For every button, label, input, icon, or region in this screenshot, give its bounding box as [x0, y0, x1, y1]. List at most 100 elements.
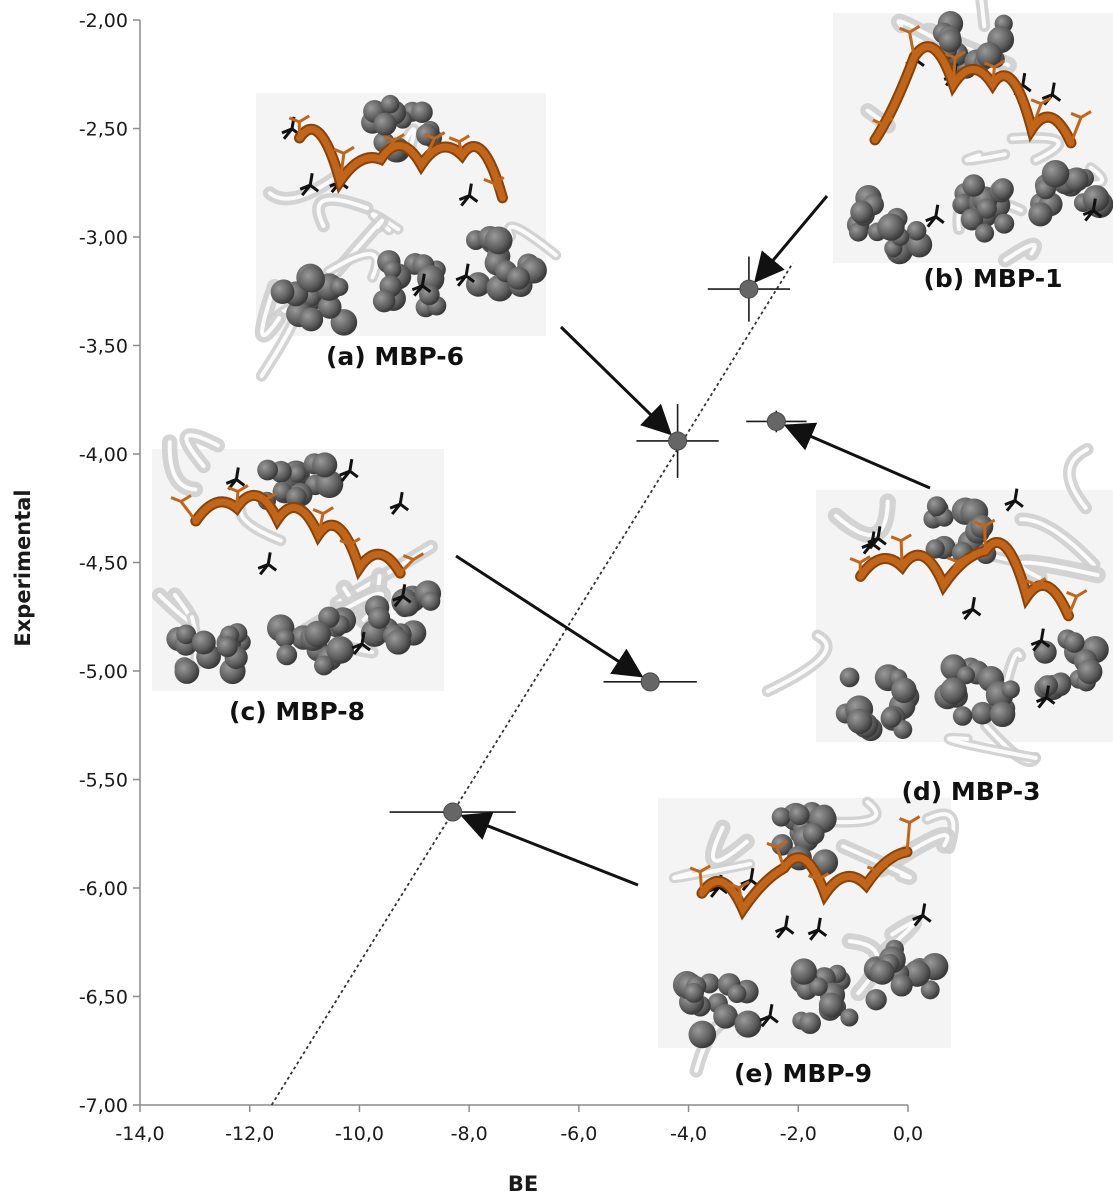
- x-axis-label: BE: [508, 1172, 538, 1196]
- residue-sphere: [818, 992, 844, 1018]
- residue-sphere: [299, 307, 324, 332]
- residue-sphere: [976, 42, 1002, 68]
- panel-label-a: (a) MBP-6: [326, 342, 464, 371]
- black-residue: [1035, 685, 1056, 709]
- peptide-side-chain: [983, 59, 1006, 85]
- residue-sphere: [318, 295, 342, 319]
- residue-sphere: [840, 1008, 859, 1027]
- protein-ribbon-highlight: [1010, 135, 1061, 163]
- residue-sphere: [330, 277, 349, 297]
- protein-ribbon-highlight: [184, 433, 220, 469]
- residue-sphere: [276, 644, 298, 666]
- residue-sphere: [790, 958, 817, 985]
- black-residue: [1004, 488, 1024, 512]
- protein-ribbon-highlight: [947, 736, 1038, 761]
- residue-sphere: [994, 213, 1015, 234]
- residue-sphere: [312, 452, 338, 478]
- residue-sphere: [176, 624, 197, 645]
- annotation-arrow: [559, 325, 672, 436]
- y-tick-label: -2,00: [79, 10, 128, 32]
- residue-sphere: [809, 977, 828, 996]
- peptide-side-chain: [333, 145, 355, 182]
- peptide-side-chain: [899, 24, 921, 58]
- peptide-side-chain: [689, 864, 711, 894]
- black-residue: [925, 204, 945, 228]
- protein-ribbon-highlight: [267, 170, 345, 201]
- protein-ribbon-highlight: [1019, 517, 1096, 567]
- protein-ribbon-highlight: [316, 197, 370, 228]
- protein-ribbon-highlight: [1067, 447, 1090, 510]
- black-residue: [1082, 198, 1103, 222]
- data-points: [443, 279, 786, 822]
- residue-sphere: [952, 706, 973, 726]
- residue-sphere: [174, 659, 200, 684]
- protein-ribbon-highlight: [672, 862, 753, 880]
- residue-sphere: [465, 272, 491, 297]
- protein-ribbon-highlight: [326, 252, 379, 280]
- panel-label-d: (d) MBP-3: [901, 777, 1040, 806]
- annotation-arrow: [754, 195, 829, 283]
- peptide-side-chain: [339, 537, 361, 569]
- y-tick-label: -2,50: [79, 119, 128, 141]
- residue-sphere: [380, 94, 400, 114]
- protein-ribbon-highlight: [167, 440, 198, 492]
- residue-sphere: [684, 982, 704, 1003]
- residue-sphere: [1082, 185, 1110, 212]
- residue-sphere: [953, 194, 973, 214]
- peptide-side-chain: [419, 131, 446, 166]
- residue-sphere: [991, 178, 1014, 201]
- residue-sphere: [368, 606, 391, 629]
- residue-sphere: [734, 1010, 762, 1038]
- protein-ribbon-highlight: [765, 633, 829, 694]
- residue-sphere: [411, 101, 433, 123]
- residue-sphere: [373, 112, 397, 136]
- peptide-side-chain: [974, 518, 996, 552]
- protein-ribbon-highlight: [1018, 560, 1100, 580]
- protein-ribbon-highlight: [260, 284, 282, 338]
- panel-label-b: (b) MBP-1: [923, 264, 1062, 293]
- black-residue: [455, 263, 476, 287]
- residue-sphere: [788, 804, 810, 826]
- residue-sphere: [270, 280, 295, 304]
- peptide-side-chain: [766, 840, 788, 869]
- x-tick-label: -2,0: [780, 1123, 817, 1145]
- x-tick-label: -8,0: [451, 1123, 488, 1145]
- residue-sphere: [906, 221, 927, 241]
- data-point: [766, 411, 786, 431]
- peptide-side-chain: [256, 491, 279, 521]
- residue-sphere: [1063, 632, 1085, 653]
- data-point: [668, 431, 688, 451]
- residue-sphere: [419, 284, 440, 306]
- residue-sphere: [850, 200, 874, 224]
- peptide-side-chain: [1069, 110, 1092, 144]
- peptide-side-chain: [399, 552, 425, 575]
- residue-sphere: [1033, 640, 1057, 664]
- peptide-side-chain: [170, 494, 197, 522]
- residue-sphere: [484, 226, 513, 255]
- data-point: [640, 672, 660, 692]
- residue-sphere: [877, 213, 905, 241]
- residue-sphere: [920, 980, 940, 1000]
- y-tick-label: -4,00: [79, 444, 128, 466]
- black-residue: [411, 273, 432, 297]
- annotation-arrow: [455, 554, 644, 678]
- peptide-side-chain: [807, 872, 830, 895]
- residue-sphere: [771, 807, 791, 827]
- peptide-side-chain: [227, 484, 249, 509]
- data-point: [739, 279, 759, 299]
- residue-sphere: [802, 823, 825, 845]
- residue-sphere: [688, 1020, 717, 1049]
- protein-ribbon-highlight: [964, 152, 1007, 163]
- molecular-structure-image: [151, 428, 444, 691]
- x-tick-label: 0,0: [893, 1123, 923, 1145]
- residue-sphere: [956, 666, 976, 685]
- black-residue: [867, 526, 887, 550]
- residue-sphere: [191, 630, 216, 655]
- black-residue: [339, 458, 359, 483]
- peptide-side-chain: [728, 880, 750, 910]
- black-residue: [257, 552, 278, 576]
- x-tick-label: -4,0: [670, 1123, 707, 1145]
- residue-sphere: [257, 459, 278, 481]
- residue-sphere: [216, 636, 238, 658]
